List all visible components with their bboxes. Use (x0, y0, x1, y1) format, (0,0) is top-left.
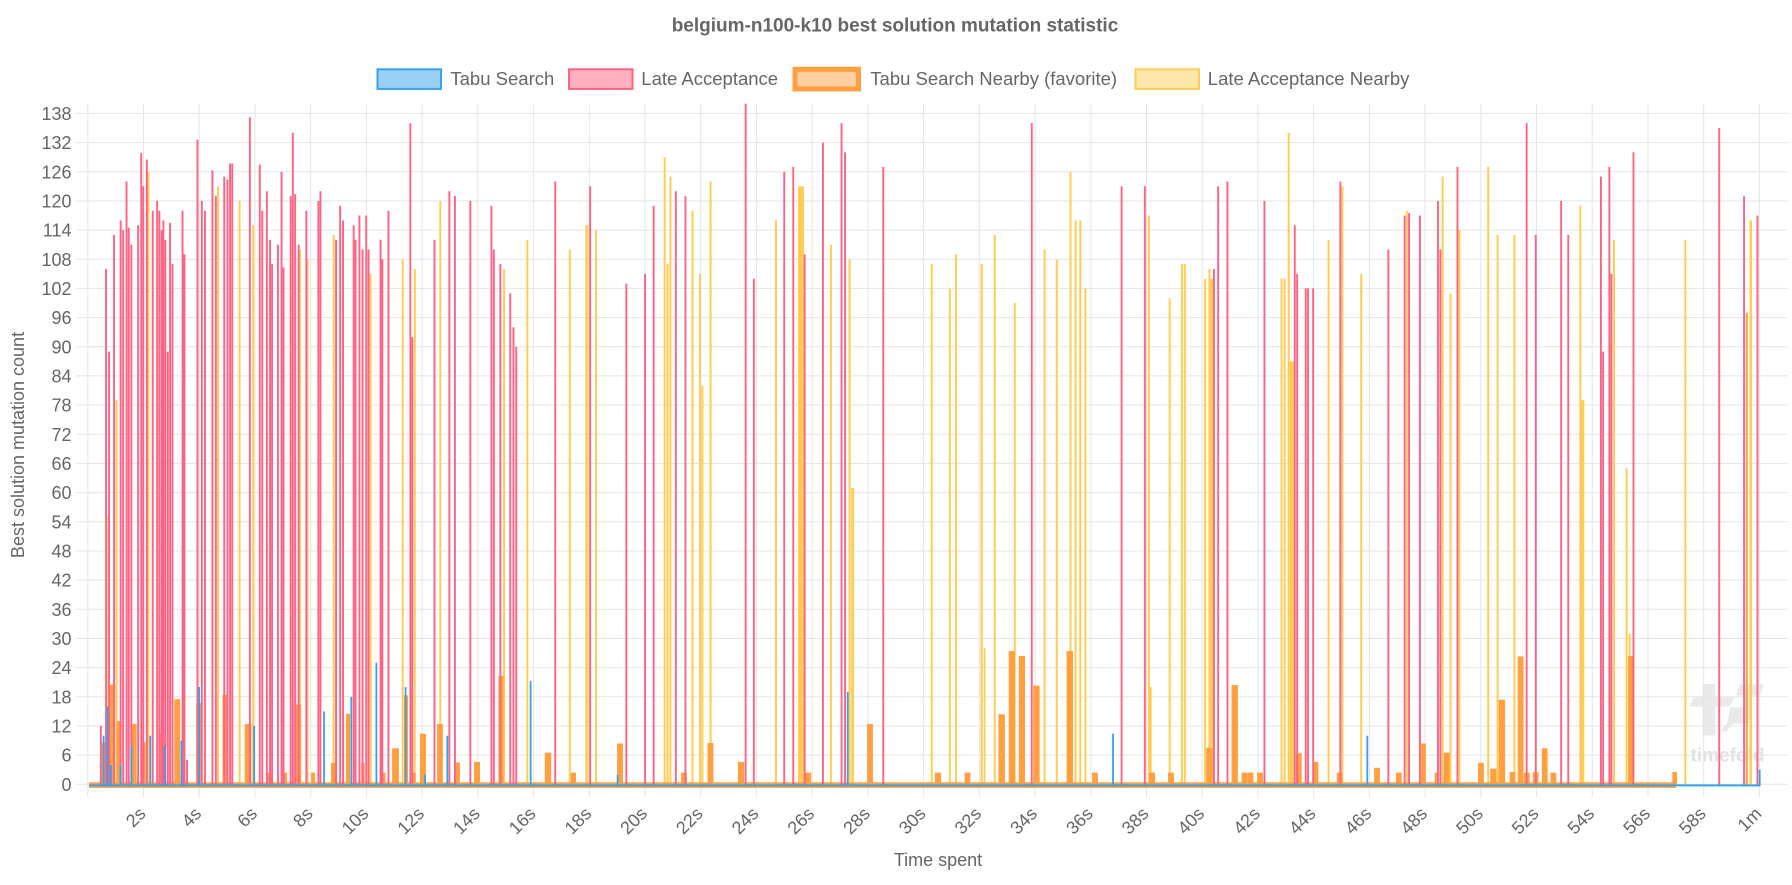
svg-text:24: 24 (51, 658, 71, 678)
svg-text:18: 18 (51, 687, 71, 707)
svg-text:Late Acceptance: Late Acceptance (641, 68, 778, 89)
svg-text:102: 102 (41, 279, 71, 299)
svg-text:Tabu Search: Tabu Search (450, 68, 554, 89)
svg-text:96: 96 (51, 308, 71, 328)
svg-text:Best solution mutation count: Best solution mutation count (8, 332, 28, 558)
svg-text:60: 60 (51, 483, 71, 503)
svg-text:Late Acceptance Nearby: Late Acceptance Nearby (1208, 68, 1410, 89)
svg-text:42: 42 (51, 571, 71, 591)
svg-text:114: 114 (43, 221, 72, 241)
svg-text:72: 72 (51, 425, 71, 445)
svg-text:12: 12 (51, 717, 71, 737)
svg-text:54: 54 (51, 512, 71, 532)
svg-text:6: 6 (61, 746, 71, 766)
svg-text:84: 84 (51, 366, 71, 386)
svg-text:36: 36 (51, 600, 71, 620)
svg-text:Time spent: Time spent (894, 850, 982, 870)
svg-text:Tabu Search Nearby (favorite): Tabu Search Nearby (favorite) (870, 68, 1117, 89)
svg-text:108: 108 (41, 250, 71, 270)
svg-text:timefold: timefold (1691, 746, 1765, 767)
svg-text:78: 78 (51, 396, 71, 416)
svg-text:126: 126 (41, 162, 71, 182)
svg-text:138: 138 (41, 104, 71, 124)
svg-text:132: 132 (41, 133, 71, 153)
svg-text:66: 66 (51, 454, 71, 474)
svg-text:120: 120 (41, 191, 71, 211)
svg-text:belgium-n100-k10 best solution: belgium-n100-k10 best solution mutation … (672, 16, 1119, 37)
svg-text:48: 48 (51, 542, 71, 562)
svg-text:90: 90 (51, 337, 71, 357)
svg-text:30: 30 (51, 629, 71, 649)
svg-text:0: 0 (61, 775, 71, 795)
